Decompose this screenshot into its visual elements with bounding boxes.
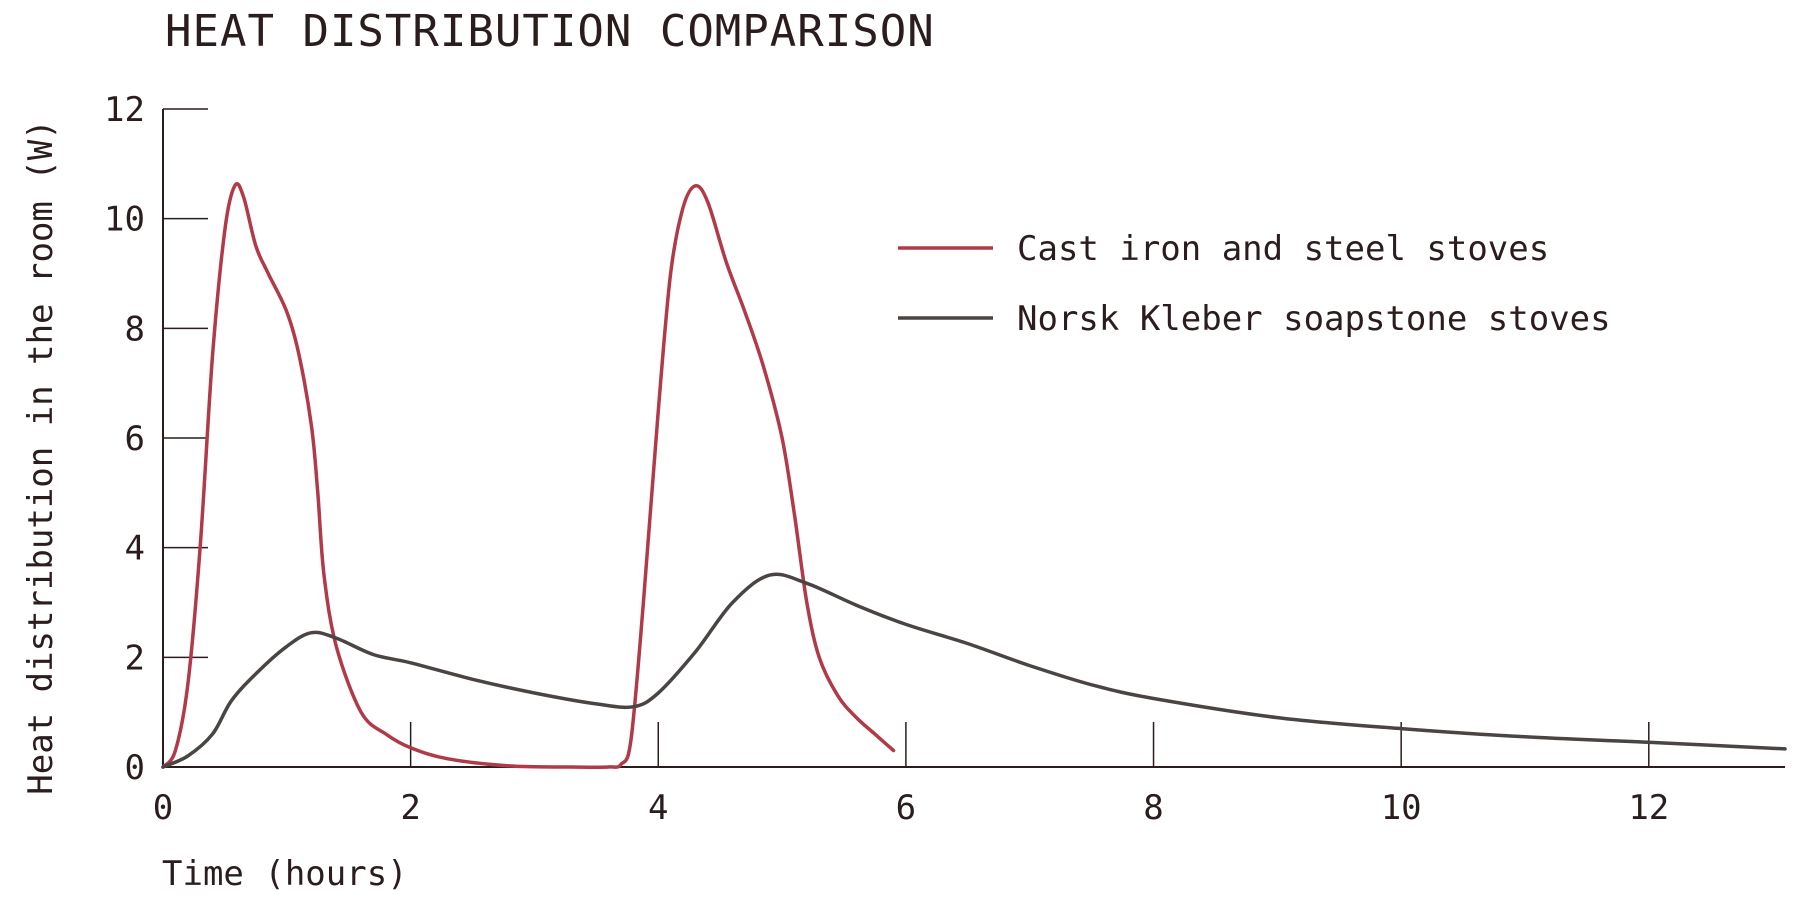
- y-tick-label: 10: [104, 200, 145, 240]
- x-tick-label: 6: [896, 788, 916, 828]
- x-tick-label: 4: [648, 788, 668, 828]
- y-tick-label: 6: [125, 419, 145, 459]
- x-tick-label: 12: [1628, 788, 1669, 828]
- y-axis-label: Heat distribution in the room (W): [21, 119, 61, 795]
- axes: [162, 109, 1785, 768]
- y-tick-label: 12: [104, 90, 145, 130]
- x-tick-label: 2: [400, 788, 420, 828]
- legend-label-cast-iron: Cast iron and steel stoves: [1017, 229, 1549, 269]
- y-tick-label: 8: [125, 309, 145, 349]
- legend: Cast iron and steel stoves Norsk Kleber s…: [898, 229, 1611, 339]
- series-line-cast-iron: [161, 182, 896, 770]
- series-line-soapstone: [161, 572, 1787, 769]
- series-layer: [161, 182, 1787, 770]
- x-tick-label: 0: [153, 788, 173, 828]
- axis-ticks: 0 2 4 6 8 10 12 0 2 4 6 8 10 12: [104, 90, 1669, 828]
- x-axis-label: Time (hours): [162, 854, 408, 894]
- x-tick-label: 8: [1143, 788, 1163, 828]
- x-tick-label: 10: [1381, 788, 1422, 828]
- y-tick-label: 4: [125, 529, 145, 569]
- chart-title: HEAT DISTRIBUTION COMPARISON: [165, 6, 935, 57]
- legend-label-soapstone: Norsk Kleber soapstone stoves: [1017, 299, 1611, 339]
- y-tick-label: 0: [125, 748, 145, 788]
- y-tick-label: 2: [125, 638, 145, 678]
